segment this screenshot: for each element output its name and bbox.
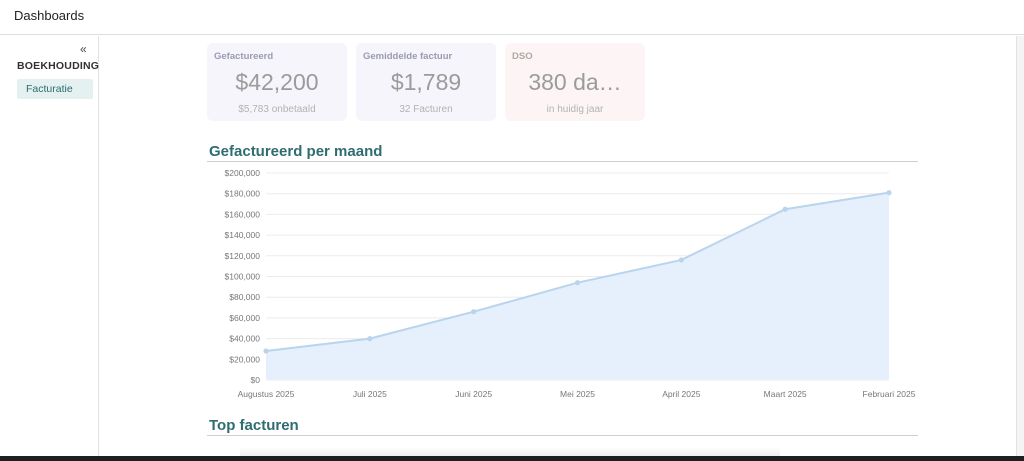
x-tick-label: Augustus 2025 (238, 389, 295, 399)
y-tick-label: $20,000 (229, 354, 260, 364)
scroll-fade (240, 447, 780, 456)
y-tick-label: $0 (251, 375, 261, 385)
y-tick-label: $100,000 (225, 272, 261, 282)
sidebar-section-title: BOEKHOUDING (17, 60, 100, 72)
data-point (574, 280, 581, 286)
data-point (782, 206, 788, 212)
x-tick-label: April 2025 (662, 389, 701, 399)
kpi-value: $1,789 (390, 69, 462, 95)
section-divider (207, 435, 918, 436)
kpi-label: Gefactureerd (214, 51, 274, 62)
data-point (678, 257, 684, 263)
y-tick-label: $60,000 (229, 313, 260, 323)
section-title-top-invoices: Top facturen (209, 417, 299, 434)
section-divider (207, 161, 918, 162)
x-tick-label: Maart 2025 (764, 389, 807, 399)
data-point (263, 348, 269, 354)
data-point (367, 336, 373, 342)
y-tick-label: $120,000 (225, 251, 261, 261)
x-tick-label: Mei 2025 (560, 389, 595, 399)
y-tick-label: $200,000 (225, 168, 261, 178)
kpi-sub: 32 Facturen (399, 104, 453, 115)
x-tick-label: Februari 2025 (863, 389, 916, 399)
section-title-monthly: Gefactureerd per maand (209, 143, 383, 160)
top-bar: Dashboards (0, 0, 1024, 35)
sidebar-item-facturatie[interactable]: Facturatie (17, 79, 93, 99)
kpi-card-gemiddelde-factuur[interactable]: Gemiddelde factuur $1,789 32 Facturen (356, 43, 496, 121)
kpi-sub: $5,783 onbetaald (238, 104, 316, 115)
data-point (886, 190, 892, 196)
sidebar-item-label: Facturatie (26, 83, 73, 95)
y-tick-label: $40,000 (229, 334, 260, 344)
scrollbar-track[interactable] (1016, 36, 1024, 456)
window-bottom-edge (0, 456, 1024, 461)
kpi-card-gefactureerd[interactable]: Gefactureerd $42,200 $5,783 onbetaald (207, 43, 347, 121)
collapse-sidebar-icon[interactable]: « (80, 42, 87, 56)
y-tick-label: $160,000 (225, 209, 261, 219)
kpi-label: DSO (512, 51, 533, 62)
kpi-value: 380 da… (528, 69, 622, 95)
y-tick-label: $140,000 (225, 230, 261, 240)
kpi-sub: in huidig jaar (546, 104, 604, 115)
kpi-label: Gemiddelde factuur (363, 51, 453, 62)
kpi-card-dso[interactable]: DSO 380 da… in huidig jaar (505, 43, 645, 121)
page-title: Dashboards (14, 8, 85, 23)
y-tick-label: $180,000 (225, 189, 261, 199)
monthly-invoiced-chart: $0 $20,000 $40,000 $60,000 $80,000 $100,000 $1… (225, 168, 916, 399)
y-tick-label: $80,000 (229, 292, 260, 302)
x-tick-label: Juli 2025 (353, 389, 387, 399)
data-point (471, 309, 477, 315)
x-tick-label: Juni 2025 (455, 389, 492, 399)
series-area (266, 192, 889, 380)
sidebar: « BOEKHOUDING Facturatie (0, 36, 99, 456)
kpi-value: $42,200 (235, 69, 319, 95)
